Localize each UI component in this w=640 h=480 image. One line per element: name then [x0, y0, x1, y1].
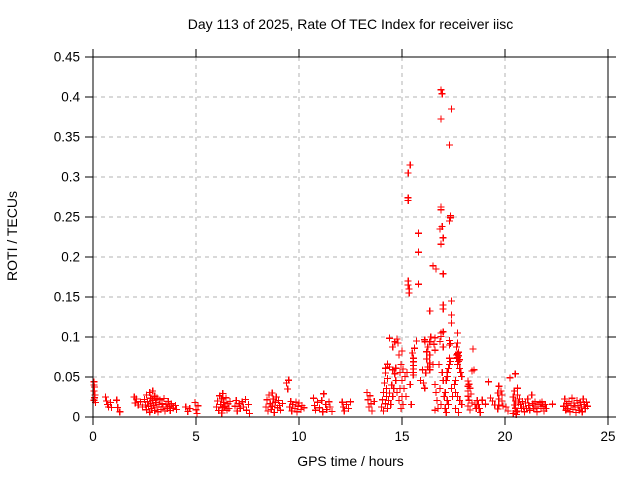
- x-tick-label: 15: [394, 429, 409, 444]
- y-tick-label: 0: [72, 410, 80, 425]
- data-points: [90, 86, 591, 419]
- x-tick-label: 10: [291, 429, 306, 444]
- x-tick-label: 5: [192, 429, 200, 444]
- x-tick-label: 0: [89, 429, 97, 444]
- chart-title: Day 113 of 2025, Rate Of TEC Index for r…: [187, 16, 514, 32]
- y-tick-label: 0.15: [54, 290, 80, 305]
- y-tick-label: 0.1: [61, 330, 80, 345]
- y-tick-label: 0.3: [61, 170, 80, 185]
- x-axis-label: GPS time / hours: [297, 453, 404, 469]
- y-tick-label: 0.05: [54, 370, 80, 385]
- y-tick-label: 0.45: [54, 50, 80, 65]
- y-tick-label: 0.2: [61, 250, 80, 265]
- y-tick-label: 0.25: [54, 210, 80, 225]
- x-tick-label: 25: [600, 429, 615, 444]
- x-tick-label: 20: [497, 429, 512, 444]
- y-tick-label: 0.4: [61, 90, 80, 105]
- y-tick-label: 0.35: [54, 130, 80, 145]
- plot-border: [92, 56, 609, 418]
